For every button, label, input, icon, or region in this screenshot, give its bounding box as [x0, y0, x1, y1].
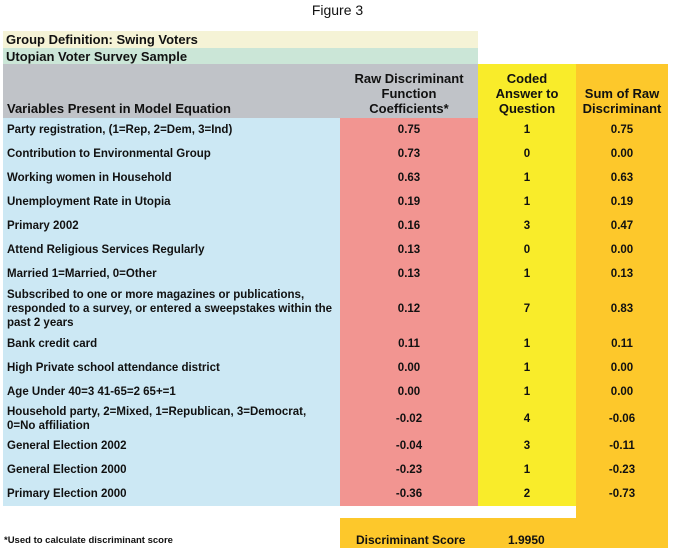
sum-value: -0.23 — [576, 458, 668, 482]
variable-label: General Election 2000 — [3, 458, 340, 482]
coefficient: 0.19 — [340, 190, 478, 214]
sum-column-extension — [576, 504, 668, 548]
sum-value: 0.11 — [576, 332, 668, 356]
coefficient: 0.00 — [340, 356, 478, 380]
coefficient: -0.04 — [340, 434, 478, 458]
sample-label: Utopian Voter Survey Sample — [3, 48, 478, 65]
sum-value: -0.73 — [576, 482, 668, 506]
coefficient: 0.13 — [340, 262, 478, 286]
coded-answer: 1 — [478, 458, 576, 482]
table-row: Party registration, (1=Rep, 2=Dem, 3=Ind… — [3, 118, 668, 142]
coefficient: 0.16 — [340, 214, 478, 238]
coefficient: 0.73 — [340, 142, 478, 166]
header-sum: Sum of Raw Discriminant — [576, 64, 668, 118]
table-row: General Election 2002 -0.04 3 -0.11 — [3, 434, 668, 458]
coded-answer: 1 — [478, 118, 576, 142]
sum-value: 0.47 — [576, 214, 668, 238]
table-row: Age Under 40=3 41-65=2 65+=1 0.00 1 0.00 — [3, 380, 668, 404]
sum-value: 0.13 — [576, 262, 668, 286]
table-row: Working women in Household 0.63 1 0.63 — [3, 166, 668, 190]
sum-value: -0.06 — [576, 404, 668, 434]
coded-answer: 1 — [478, 332, 576, 356]
variable-label: Working women in Household — [3, 166, 340, 190]
coded-answer: 3 — [478, 214, 576, 238]
discriminant-table: Variables Present in Model Equation Raw … — [3, 64, 668, 506]
coded-answer: 1 — [478, 190, 576, 214]
coded-answer: 1 — [478, 262, 576, 286]
score-label: Discriminant Score — [356, 533, 466, 547]
coefficient: 0.13 — [340, 238, 478, 262]
sum-value: 0.00 — [576, 238, 668, 262]
coded-answer: 1 — [478, 356, 576, 380]
coefficient: 0.75 — [340, 118, 478, 142]
discriminant-score: Discriminant Score 1.9950 — [340, 518, 576, 548]
score-value: 1.9950 — [508, 533, 545, 547]
table-row: Primary 2002 0.16 3 0.47 — [3, 214, 668, 238]
coded-answer: 0 — [478, 238, 576, 262]
sum-value: 0.63 — [576, 166, 668, 190]
table-row: Unemployment Rate in Utopia 0.19 1 0.19 — [3, 190, 668, 214]
table-row: Attend Religious Services Regularly 0.13 0… — [3, 238, 668, 262]
sum-value: 0.75 — [576, 118, 668, 142]
sum-value: 0.00 — [576, 142, 668, 166]
table-row: Contribution to Environmental Group 0.73 0… — [3, 142, 668, 166]
footnote: *Used to calculate discriminant score — [4, 535, 173, 546]
sum-value: -0.11 — [576, 434, 668, 458]
table-row: Household party, 2=Mixed, 1=Republican, … — [3, 404, 668, 434]
coded-answer: 3 — [478, 434, 576, 458]
coefficient: 0.12 — [340, 286, 478, 332]
coefficient: 0.00 — [340, 380, 478, 404]
coded-answer: 0 — [478, 142, 576, 166]
coded-answer: 4 — [478, 404, 576, 434]
variable-label: Attend Religious Services Regularly — [3, 238, 340, 262]
header-coefficients: Raw Discriminant Function Coefficients* — [340, 64, 478, 118]
variable-label: Married 1=Married, 0=Other — [3, 262, 340, 286]
sum-value: 0.83 — [576, 286, 668, 332]
variable-label: Subscribed to one or more magazines or p… — [3, 286, 340, 332]
coefficient: 0.63 — [340, 166, 478, 190]
variable-label: Contribution to Environmental Group — [3, 142, 340, 166]
coded-answer: 7 — [478, 286, 576, 332]
variable-label: Unemployment Rate in Utopia — [3, 190, 340, 214]
figure-title: Figure 3 — [311, 2, 364, 18]
table-row: Primary Election 2000 -0.36 2 -0.73 — [3, 482, 668, 506]
coefficient: 0.11 — [340, 332, 478, 356]
variable-label: High Private school attendance district — [3, 356, 340, 380]
variable-label: Household party, 2=Mixed, 1=Republican, … — [3, 404, 340, 434]
table-row: General Election 2000 -0.23 1 -0.23 — [3, 458, 668, 482]
coded-answer: 2 — [478, 482, 576, 506]
table-row: Subscribed to one or more magazines or p… — [3, 286, 668, 332]
header-variables: Variables Present in Model Equation — [3, 64, 340, 118]
variable-label: Party registration, (1=Rep, 2=Dem, 3=Ind… — [3, 118, 340, 142]
coefficient: -0.23 — [340, 458, 478, 482]
coded-answer: 1 — [478, 380, 576, 404]
group-definition: Group Definition: Swing Voters — [3, 31, 478, 48]
sum-value: 0.19 — [576, 190, 668, 214]
coefficient: -0.36 — [340, 482, 478, 506]
coefficient: -0.02 — [340, 404, 478, 434]
table-row: Bank credit card 0.11 1 0.11 — [3, 332, 668, 356]
variable-label: Age Under 40=3 41-65=2 65+=1 — [3, 380, 340, 404]
variable-label: Primary 2002 — [3, 214, 340, 238]
sum-value: 0.00 — [576, 380, 668, 404]
header-row: Variables Present in Model Equation Raw … — [3, 64, 668, 118]
variable-label: General Election 2002 — [3, 434, 340, 458]
variable-label: Primary Election 2000 — [3, 482, 340, 506]
sum-value: 0.00 — [576, 356, 668, 380]
variable-label: Bank credit card — [3, 332, 340, 356]
table-row: Married 1=Married, 0=Other 0.13 1 0.13 — [3, 262, 668, 286]
coded-answer: 1 — [478, 166, 576, 190]
header-coded: Coded Answer to Question — [478, 64, 576, 118]
table-row: High Private school attendance district 0… — [3, 356, 668, 380]
